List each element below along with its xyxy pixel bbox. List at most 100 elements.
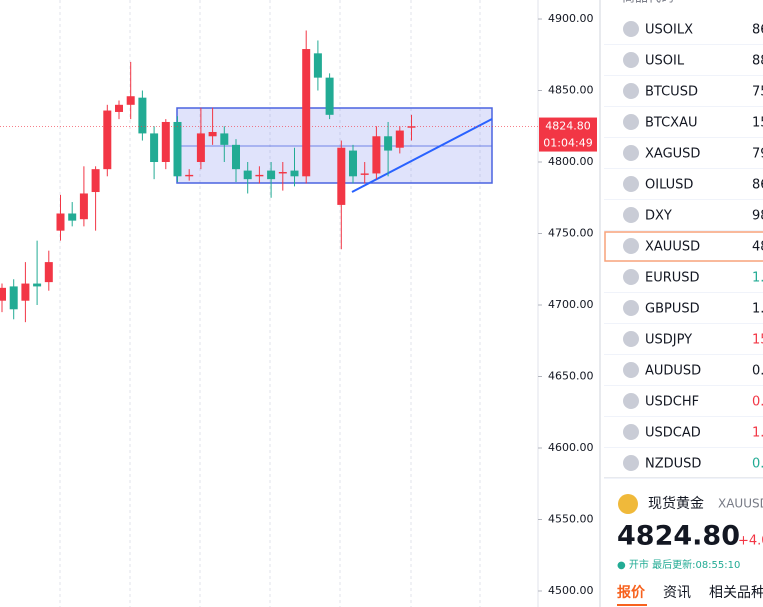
candle-body: [56, 213, 65, 231]
y-tick-label: 4750.00: [548, 227, 594, 240]
y-tick-label: 4600.00: [548, 441, 594, 454]
symbol-icon: [623, 176, 639, 192]
time-grid: [59, 0, 481, 607]
candle-body: [161, 121, 170, 163]
y-tick-label: 4500.00: [548, 584, 594, 597]
price: 86: [752, 178, 763, 193]
y-tick-label: 4650.00: [548, 369, 594, 382]
symbol-icon: [623, 145, 639, 161]
candle-body: [360, 173, 369, 175]
candle-body: [79, 193, 88, 220]
symbol[interactable]: AUDUSD: [645, 364, 701, 379]
candle-body: [267, 170, 276, 180]
last-price-label: 4824.80: [545, 120, 591, 133]
candle-body: [115, 104, 123, 112]
candle-body: [0, 287, 6, 301]
symbol[interactable]: USOIL: [645, 54, 685, 69]
price: 0.7: [752, 364, 763, 379]
tab[interactable]: 资讯: [663, 585, 691, 601]
tab[interactable]: 报价: [617, 585, 646, 601]
candle-body: [384, 136, 393, 151]
symbol-icon: [623, 300, 639, 316]
countdown: 01:04:49: [543, 137, 592, 150]
candle-body: [126, 96, 135, 105]
symbol[interactable]: DXY: [645, 209, 672, 224]
y-tick-label: 4850.00: [548, 84, 594, 97]
symbol[interactable]: GBPUSD: [645, 302, 700, 317]
y-tick-label: 4550.00: [548, 512, 594, 525]
symbol[interactable]: EURUSD: [645, 271, 700, 286]
symbol-icon: [623, 424, 639, 440]
candle-body: [150, 133, 159, 163]
symbol[interactable]: XAGUSD: [645, 147, 700, 162]
symbol[interactable]: USDCAD: [645, 426, 701, 441]
symbol-icon: [623, 331, 639, 347]
symbol[interactable]: USDCHF: [645, 395, 699, 410]
candle-body: [173, 121, 182, 177]
price: 79: [752, 147, 763, 162]
price: 0.5: [752, 457, 763, 472]
candle-body: [103, 110, 112, 170]
symbol[interactable]: USDJPY: [645, 333, 692, 348]
price: 7597: [752, 85, 763, 100]
candle-body: [290, 170, 299, 177]
y-tick-label: 4700.00: [548, 298, 594, 311]
candle-body: [325, 77, 334, 115]
price: 158: [752, 333, 763, 348]
price: 0.7: [752, 395, 763, 410]
candle-body: [372, 136, 381, 174]
candle-body: [9, 286, 18, 310]
price: 1.3: [752, 302, 763, 317]
candle-body: [395, 130, 404, 148]
symbol[interactable]: BTCXAU: [645, 116, 698, 131]
candle-body: [243, 170, 252, 180]
candle-body: [138, 97, 147, 134]
candle-body: [349, 150, 357, 177]
candle-body: [407, 126, 416, 128]
price: 15.: [752, 116, 763, 131]
symbol-icon: [623, 238, 639, 254]
price: 1.1: [752, 271, 763, 286]
detail-change: +4.0: [738, 534, 763, 549]
price: 88: [752, 54, 763, 69]
candle-body: [278, 172, 287, 174]
symbol[interactable]: NZDUSD: [645, 457, 701, 472]
detail-price: 4824.80: [617, 521, 740, 552]
last-price-box: [539, 117, 597, 152]
candle-body: [21, 283, 30, 301]
candle-body: [185, 174, 194, 177]
symbol-icon: [623, 455, 639, 471]
symbol-icon: [623, 393, 639, 409]
gold-icon: [618, 494, 638, 514]
symbol-icon: [623, 114, 639, 130]
detail-symbol: XAUUSD: [718, 497, 763, 511]
candle-body: [33, 283, 42, 287]
symbol-icon: [623, 52, 639, 68]
candle-body: [208, 131, 217, 137]
candle-body: [44, 262, 53, 283]
symbol-icon: [623, 269, 639, 285]
tab[interactable]: 相关品种: [709, 585, 763, 601]
selected-row: [604, 231, 763, 262]
price: 482: [752, 240, 763, 255]
symbol[interactable]: USOILX: [645, 23, 693, 38]
symbol-icon: [623, 362, 639, 378]
symbol-icon: [623, 207, 639, 223]
symbol-icon: [623, 83, 639, 99]
candle-body: [91, 169, 100, 193]
trend-line: [351, 118, 493, 193]
candle-body: [220, 133, 229, 145]
price: 86: [752, 23, 763, 38]
detail-status: ● 开市 最后更新:08:55:10: [617, 558, 740, 571]
y-tick-label: 4900.00: [548, 12, 594, 25]
candle-body: [196, 133, 205, 163]
candle-body: [68, 213, 77, 221]
symbol[interactable]: XAUUSD: [645, 240, 700, 255]
watchlist-header: 商品代码: [622, 0, 674, 6]
symbol[interactable]: BTCUSD: [645, 85, 698, 100]
price: 1.3: [752, 426, 763, 441]
candle-body: [255, 174, 264, 177]
symbol[interactable]: OILUSD: [645, 178, 693, 193]
y-tick-label: 4800.00: [548, 155, 594, 168]
